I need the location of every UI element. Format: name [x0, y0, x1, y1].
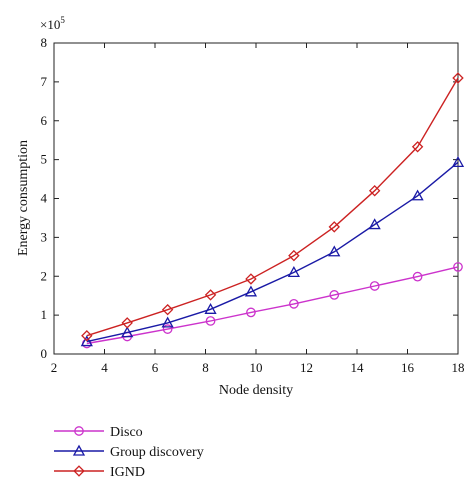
series-disco [81, 262, 463, 349]
x-tick-label: 18 [452, 360, 465, 375]
y-axis-multiplier-base: ×10 [40, 17, 60, 32]
legend-marker [73, 465, 85, 477]
y-axis-ticks: 0 1 2 3 4 5 6 7 8 [41, 35, 458, 361]
data-point-ignd [452, 72, 464, 84]
y-tick-label: 5 [41, 152, 48, 167]
data-point-ignd [161, 303, 174, 316]
data-point-group-discovery [161, 316, 174, 328]
y-tick-label: 6 [41, 113, 48, 128]
legend-item-ignd: IGND [54, 465, 145, 480]
data-point-group-discovery [80, 335, 93, 347]
legend-label: Disco [110, 425, 143, 440]
data-point-ignd [204, 289, 217, 301]
series-line-ignd [86, 77, 459, 337]
x-tick-label: 14 [351, 360, 365, 375]
data-point-ignd [245, 273, 257, 285]
y-tick-label: 0 [41, 346, 48, 361]
data-point-disco [205, 316, 216, 326]
series-ignd [81, 72, 464, 342]
data-point-ignd [411, 141, 424, 153]
x-tick-label: 2 [51, 360, 58, 375]
legend-label: IGND [110, 465, 145, 480]
data-point-ignd [328, 221, 340, 233]
data-point-disco [329, 290, 340, 300]
x-tick-label: 4 [101, 360, 108, 375]
y-tick-label: 3 [41, 229, 48, 244]
y-tick-label: 2 [41, 268, 48, 283]
x-axis-title: Node density [219, 383, 293, 398]
data-point-ignd [81, 330, 93, 342]
data-point-group-discovery [368, 218, 381, 230]
legend-marker [74, 426, 84, 436]
y-axis-multiplier-exponent: 5 [60, 15, 65, 25]
data-point-group-discovery [287, 266, 300, 278]
data-point-group-discovery [244, 285, 258, 297]
x-tick-label: 16 [401, 360, 415, 375]
series-group-discovery [80, 156, 465, 347]
data-point-group-discovery [411, 189, 424, 201]
y-tick-label: 8 [41, 35, 48, 50]
legend-marker [72, 444, 86, 456]
data-point-disco [162, 324, 173, 334]
series-line-disco [86, 266, 459, 345]
legend-item-group-discovery: Group discovery [54, 444, 204, 460]
y-axis-multiplier: ×105 [40, 15, 65, 32]
y-tick-label: 1 [41, 307, 48, 322]
series-layer [80, 72, 465, 349]
series-line-group-discovery [86, 161, 459, 343]
data-point-disco [246, 307, 256, 318]
x-tick-label: 12 [300, 360, 313, 375]
x-tick-label: 10 [250, 360, 263, 375]
data-point-disco [453, 262, 463, 272]
y-tick-label: 4 [41, 191, 48, 206]
data-point-ignd [368, 185, 381, 197]
data-point-disco [412, 271, 423, 282]
x-tick-label: 6 [152, 360, 159, 375]
legend-label: Group discovery [110, 445, 204, 460]
x-tick-label: 8 [202, 360, 209, 375]
data-point-group-discovery [121, 326, 134, 338]
y-tick-label: 7 [41, 74, 48, 89]
data-point-group-discovery [451, 156, 465, 167]
data-point-ignd [288, 249, 300, 262]
data-point-disco [289, 299, 299, 309]
data-point-group-discovery [204, 302, 217, 314]
x-axis-ticks: 2 4 6 8 10 12 14 16 18 [51, 43, 465, 375]
y-axis-title: Energy consumption [16, 140, 31, 256]
data-point-group-discovery [328, 245, 341, 257]
legend: Disco Group discovery IGND [54, 425, 204, 480]
legend-item-disco: Disco [54, 425, 143, 440]
data-point-ignd [121, 317, 133, 329]
data-point-disco [369, 281, 380, 291]
